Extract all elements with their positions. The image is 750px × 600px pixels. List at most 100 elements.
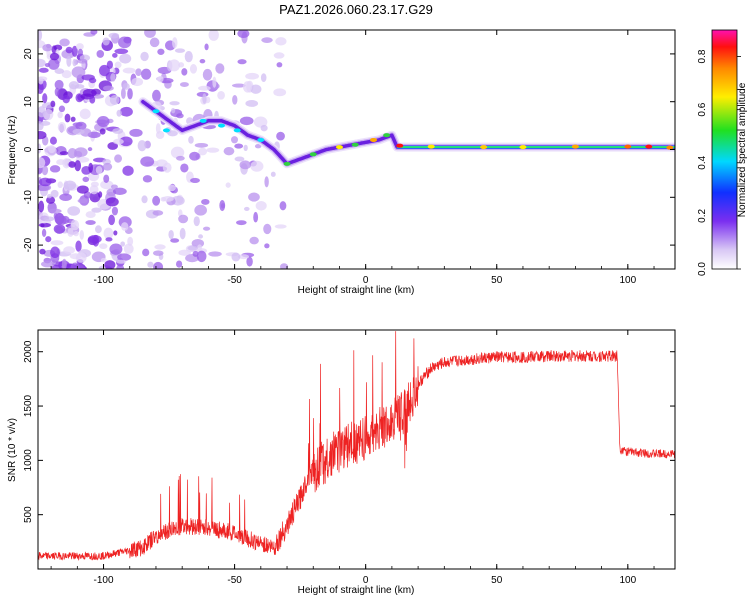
heatmap-cell [153, 261, 164, 269]
bottom-x-tick-label: -50 [227, 575, 242, 586]
heatmap-cell [264, 243, 270, 249]
heatmap-cell [105, 197, 119, 207]
heatmap-cell [208, 30, 219, 41]
heatmap-cell [193, 216, 200, 227]
heatmap-cell [96, 116, 110, 127]
heatmap-cell [119, 53, 132, 64]
heatmap-cell [68, 161, 76, 168]
heatmap-cell [39, 184, 52, 191]
heatmap-cell [38, 30, 43, 41]
heatmap-cell [47, 194, 52, 199]
heatmap-cell [180, 163, 189, 173]
colorbar-frame [711, 29, 738, 270]
heatmap-cell [273, 88, 287, 97]
snr-panel: -100 -50 0 50 100 500 1000 1500 2000 Height of s… [7, 329, 676, 596]
heatmap-cell [174, 48, 186, 53]
heatmap-cell [197, 244, 203, 251]
heatmap-cell [48, 58, 60, 70]
heatmap-cell [100, 180, 114, 190]
heatmap-cell [110, 73, 116, 82]
ridge-hotspot [257, 137, 265, 142]
heatmap-cell [175, 260, 183, 268]
heatmap-cell [40, 260, 55, 268]
ridge-hotspot [396, 143, 404, 148]
top-y-tick-label: 20 [23, 48, 34, 60]
heatmap-cell [242, 81, 253, 93]
heatmap-cell [38, 200, 45, 213]
heatmap-cell [255, 201, 267, 211]
heatmap-cell [160, 196, 167, 202]
heatmap-cell [253, 116, 268, 128]
heatmap-cell [152, 210, 164, 216]
bottom-y-tick-label: 500 [23, 506, 34, 523]
heatmap-cell [41, 228, 47, 237]
heatmap-cell [231, 83, 246, 88]
heatmap-cell [61, 258, 67, 269]
ridge-hotspot [335, 145, 343, 150]
ridge-band [141, 99, 675, 166]
heatmap-cell [108, 214, 115, 226]
heatmap-cell [50, 189, 59, 198]
heatmap-cell [157, 48, 165, 55]
top-x-tick-label: 50 [491, 275, 503, 286]
colorbar: 0.0 0.2 0.4 0.6 0.8 Normalized spectral ampl… [697, 29, 748, 276]
top-y-axis-label: Frequency (Hz) [7, 116, 18, 185]
ridge-hotspot [519, 145, 527, 150]
colorbar-tick-label: 0.0 [697, 262, 708, 276]
heatmap-cell [50, 246, 60, 259]
heatmap-cell [198, 85, 211, 91]
heatmap-cell [176, 113, 184, 119]
heatmap-cell [261, 37, 273, 43]
heatmap-cell [112, 128, 124, 134]
heatmap-cell [79, 108, 91, 120]
heatmap-cell [103, 227, 114, 240]
heatmap-cell [245, 72, 260, 80]
colorbar-tick-label: 0.2 [697, 209, 708, 223]
heatmap-cell [38, 130, 47, 140]
heatmap-cell [109, 95, 120, 105]
heatmap-cell [215, 63, 225, 74]
heatmap-cell [53, 224, 66, 234]
heatmap-cell [275, 37, 287, 46]
heatmap-cell [190, 177, 200, 183]
bottom-axis-ticks: -100 -50 0 50 100 500 1000 1500 2000 [23, 330, 675, 586]
heatmap-cell [202, 93, 207, 104]
heatmap-cell [152, 250, 164, 256]
heatmap-cell [217, 90, 225, 100]
heatmap-cell [169, 101, 180, 106]
heatmap-cell [109, 243, 123, 255]
heatmap-cell [73, 151, 83, 158]
heatmap-cell [250, 84, 262, 94]
heatmap-cell [189, 151, 200, 161]
top-x-axis-label: Height of straight line (km) [298, 285, 415, 296]
heatmap-cell [196, 250, 207, 263]
heatmap-cell [85, 220, 96, 225]
heatmap-cell [264, 176, 269, 188]
heatmap-cell [116, 259, 127, 264]
ridge-hotspot [162, 128, 170, 133]
heatmap-cell [249, 236, 259, 245]
ridge-band [138, 97, 675, 169]
heatmap-cell [239, 116, 254, 126]
heatmap-cell [38, 76, 44, 85]
heatmap-cell [194, 204, 207, 216]
bottom-y-tick-label: 1500 [23, 394, 34, 417]
heatmap-cell [74, 160, 82, 172]
top-y-tick-label: 10 [23, 96, 34, 108]
heatmap-cell [194, 142, 209, 148]
heatmap-cell [231, 136, 239, 144]
bottom-plot-frame [37, 329, 676, 570]
ridge-hotspot [480, 145, 488, 150]
heatmap-cell [219, 199, 226, 212]
heatmap-cell [70, 116, 76, 122]
heatmap-cell [95, 166, 103, 175]
heatmap-cell [87, 147, 93, 152]
heatmap-cell [50, 240, 64, 246]
heatmap-cell [172, 37, 178, 49]
heatmap-cell [55, 215, 67, 226]
top-x-tick-label: 100 [619, 275, 636, 286]
heatmap-cell [234, 143, 244, 149]
heatmap-cell [103, 174, 110, 183]
heatmap-cell [67, 206, 81, 216]
